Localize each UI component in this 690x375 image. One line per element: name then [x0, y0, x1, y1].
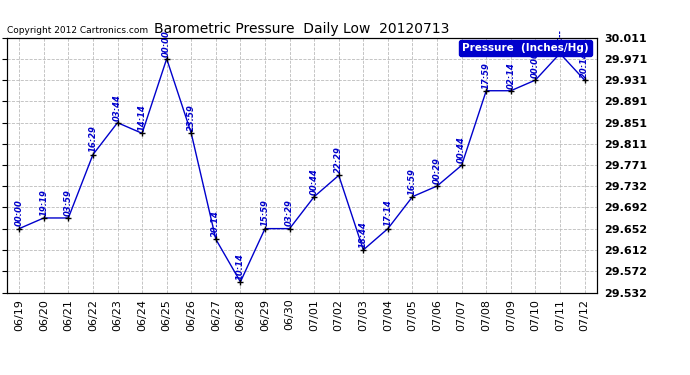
- Title: Barometric Pressure  Daily Low  20120713: Barometric Pressure Daily Low 20120713: [154, 22, 450, 36]
- Text: 15:59: 15:59: [261, 200, 270, 226]
- Text: 03:59: 03:59: [64, 189, 73, 216]
- Text: 16:29: 16:29: [88, 126, 97, 153]
- Text: 00:00: 00:00: [531, 51, 540, 78]
- Text: 00:44: 00:44: [457, 136, 466, 163]
- Text: Copyright 2012 Cartronics.com: Copyright 2012 Cartronics.com: [7, 26, 148, 35]
- Text: 20:14: 20:14: [211, 210, 220, 237]
- Text: 17:59: 17:59: [482, 62, 491, 88]
- Text: 00:29: 00:29: [433, 157, 442, 184]
- Text: 03:44: 03:44: [113, 94, 122, 120]
- Text: 16:59: 16:59: [408, 168, 417, 195]
- Legend: Pressure  (Inches/Hg): Pressure (Inches/Hg): [459, 40, 591, 56]
- Text: 00:44: 00:44: [310, 168, 319, 195]
- Text: 02:14: 02:14: [506, 62, 515, 88]
- Text: 23:59: 23:59: [187, 104, 196, 131]
- Text: 03:29: 03:29: [285, 200, 294, 226]
- Text: 17:14: 17:14: [384, 200, 393, 226]
- Text: 14:14: 14:14: [137, 104, 146, 131]
- Text: 20:--: 20:--: [555, 29, 564, 51]
- Text: 22:29: 22:29: [334, 146, 343, 173]
- Text: 00:00: 00:00: [14, 200, 23, 226]
- Text: 10:14: 10:14: [236, 253, 245, 280]
- Text: 19:19: 19:19: [39, 189, 48, 216]
- Text: 00:00: 00:00: [162, 30, 171, 57]
- Text: 20:14: 20:14: [580, 51, 589, 78]
- Text: 18:44: 18:44: [359, 221, 368, 248]
